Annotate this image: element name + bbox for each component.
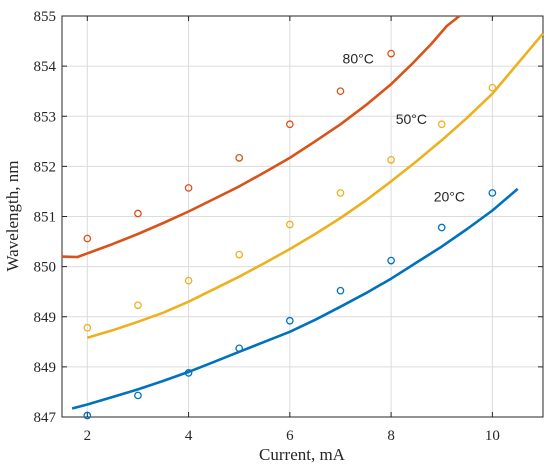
series-1 — [83, 32, 544, 340]
series-2-data-point — [235, 344, 244, 353]
x-tick-label: 6 — [286, 428, 294, 444]
y-tick-label: 849 — [34, 360, 57, 376]
series-1-data-point — [336, 189, 345, 197]
y-axis-label: Wavelength, nm — [3, 161, 22, 272]
series-0-data-point — [285, 120, 294, 129]
series-1-data-point — [285, 220, 294, 229]
y-tick-label: 854 — [34, 59, 57, 75]
series-1-data-point — [437, 120, 446, 129]
annotation-layer: 80°C 50°C 20°C — [343, 51, 465, 205]
series-2-fit-line — [71, 187, 519, 410]
y-tick-label: 855 — [34, 9, 57, 25]
series-0-data-point — [387, 49, 395, 58]
x-tick-label: 4 — [185, 428, 193, 444]
y-tick-label: 853 — [34, 109, 57, 125]
y-tick-label: 851 — [34, 210, 57, 226]
series-2-data-point — [336, 286, 345, 295]
series-2-data-point — [387, 256, 395, 265]
axis-ticks: 2 4 6 8 10 847 849 849 850 851 852 853 854 855 — [34, 9, 543, 444]
series-0-data-point — [184, 184, 193, 192]
x-tick-label: 2 — [84, 428, 92, 444]
annotation-label: 80°C — [343, 51, 374, 67]
series-0-fit-line — [61, 14, 461, 259]
annotation-label: 50°C — [396, 111, 427, 127]
series-1-data-point — [134, 301, 142, 310]
series-2-data-point — [488, 189, 497, 197]
series-layer — [61, 14, 544, 420]
series-2 — [71, 187, 519, 420]
series-2-data-point — [437, 223, 446, 232]
series-2-data-point — [285, 316, 294, 325]
series-0-data-point — [134, 209, 142, 218]
series-0-data-point — [235, 154, 244, 162]
series-1-data-point — [387, 156, 395, 164]
series-2-data-point — [184, 369, 193, 377]
series-1-data-point — [488, 83, 497, 92]
series-1-data-point — [235, 250, 244, 259]
annotation-label: 20°C — [434, 188, 465, 204]
series-0-data-point — [83, 234, 92, 243]
y-tick-label: 850 — [34, 260, 57, 276]
series-0 — [61, 14, 461, 259]
series-2-data-point — [134, 391, 142, 400]
x-tick-label: 10 — [485, 428, 500, 444]
series-1-data-point — [184, 276, 193, 285]
x-axis-label: Current, mA — [259, 445, 346, 464]
y-tick-label: 849 — [34, 310, 57, 326]
series-1-fit-line — [86, 32, 544, 340]
series-0-data-point — [336, 87, 345, 96]
series-2-data-point — [83, 411, 92, 420]
y-tick-label: 852 — [34, 159, 57, 175]
series-1-data-point — [83, 323, 92, 332]
y-tick-label: 847 — [34, 410, 57, 426]
x-tick-label: 8 — [387, 428, 395, 444]
